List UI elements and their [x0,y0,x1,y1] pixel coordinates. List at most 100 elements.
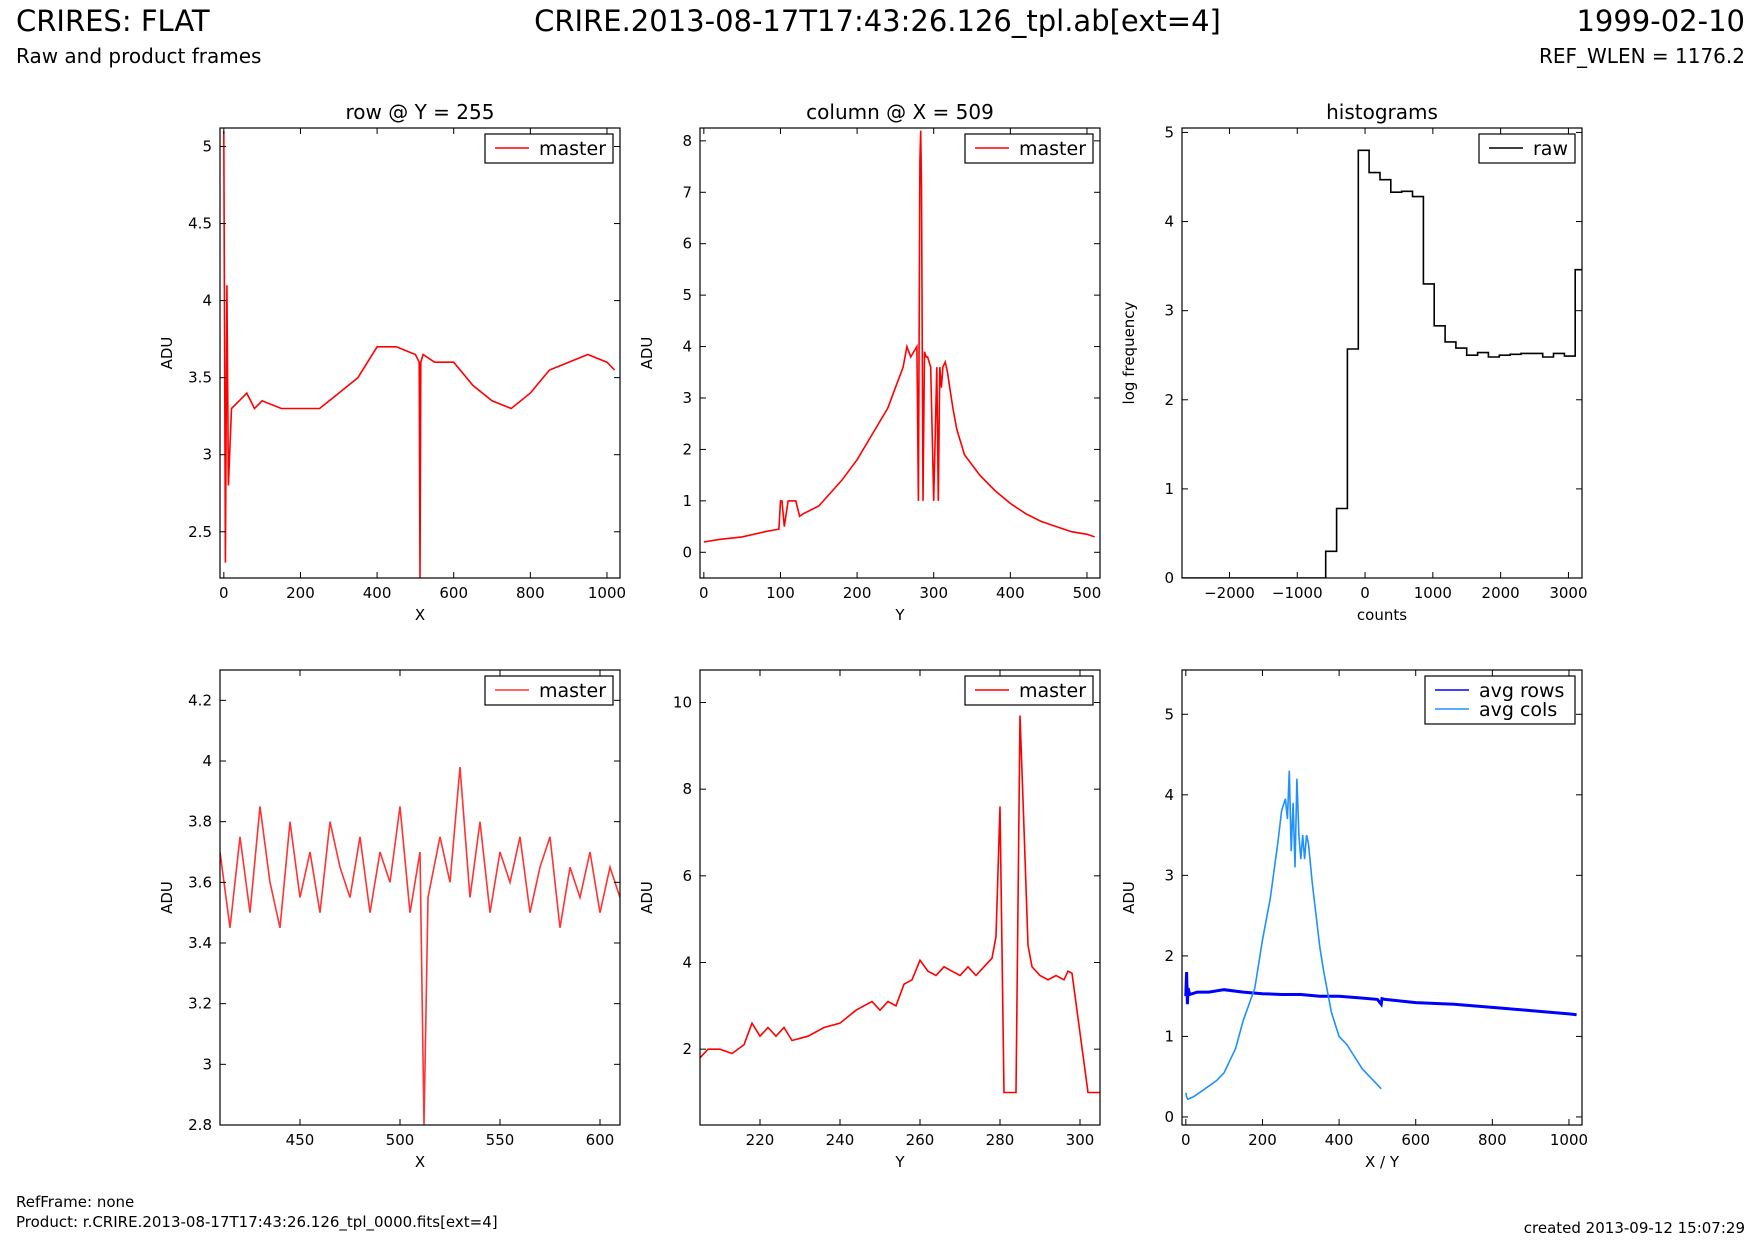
series-line-raw [1182,149,1582,578]
x-tick-label: 500 [386,1131,415,1149]
y-tick-label: 6 [682,235,692,253]
plot-frame [1181,127,1583,579]
ref-frame-label: RefFrame: none [16,1193,135,1211]
legend-label: avg rows [1479,680,1564,702]
x-tick-label: 200 [1248,1131,1277,1149]
y-tick-label: 2 [1164,947,1174,965]
chart-panel-row_full: 0 200 400 600 800 1000 2.5 3 3.5 4 4.5 5 row @ Y = 2… [158,100,626,624]
y-tick-label: 3 [682,389,692,407]
series-line-master [700,715,1100,1094]
x-tick-label: 600 [586,1131,615,1149]
x-tick-label: 400 [363,584,392,602]
y-axis-label: ADU [638,881,656,914]
y-tick-label: 3 [202,1055,212,1073]
x-tick-label: 280 [986,1131,1015,1149]
y-tick-label: 1 [1164,480,1174,498]
plot-frame [699,127,1101,579]
y-tick-label: 6 [682,867,692,885]
x-axis-label: X [415,1153,425,1171]
x-tick-label: 1000 [1414,584,1452,602]
x-tick-label: 300 [1066,1131,1095,1149]
x-tick-label: 800 [516,584,545,602]
legend-box [1424,675,1576,725]
y-tick-label: 2.5 [188,523,212,541]
x-tick-label: 100 [766,584,795,602]
x-tick-label: 0 [699,584,709,602]
y-tick-label: 2.8 [188,1116,212,1134]
page-subtitle: Raw and product frames [16,44,262,68]
y-tick-label: 4 [202,752,212,770]
y-tick-label: 4 [1164,213,1174,231]
x-tick-label: 0 [1360,584,1370,602]
x-tick-label: 0 [1181,1131,1191,1149]
legend-label: raw [1533,138,1568,160]
chart-title: column @ X = 509 [806,100,994,124]
x-tick-label: 260 [906,1131,935,1149]
plot-frame [699,669,1101,1126]
y-tick-label: 3 [1164,302,1174,320]
page-title: CRIRES: FLAT [16,4,210,38]
chart-panel-row_zoom: 450 500 550 600 2.8 3 3.2 3.4 3.6 3.8 4 4.2 X ADU mast… [158,669,621,1171]
series-line-master [703,130,1095,543]
legend: master [964,675,1094,706]
x-axis-label: counts [1357,606,1407,624]
plot-frame [1181,669,1583,1126]
y-tick-label: 4 [682,338,692,356]
y-axis-label: log frequency [1120,301,1138,404]
x-tick-label: 550 [486,1131,515,1149]
y-tick-label: 3.4 [188,934,212,952]
y-tick-label: 3 [202,446,212,464]
x-tick-label: 800 [1478,1131,1507,1149]
y-tick-label: 10 [673,694,692,712]
y-tick-label: 5 [1164,123,1174,141]
chart-title: row @ Y = 255 [346,100,495,124]
y-axis-label: ADU [158,881,176,914]
x-tick-label: 3000 [1549,584,1587,602]
x-tick-label: −1000 [1272,584,1323,602]
y-axis-label: ADU [158,337,176,370]
legend: raw [1478,133,1576,164]
y-tick-label: 3.6 [188,873,212,891]
y-axis-label: ADU [638,337,656,370]
x-tick-label: 600 [439,584,468,602]
legend-label: master [1019,680,1086,702]
x-tick-label: 1000 [588,584,626,602]
legend: master [484,133,614,164]
legend-label: avg cols [1479,699,1557,721]
created-label: created 2013-09-12 15:07:29 [1523,1219,1745,1237]
x-tick-label: 500 [1073,584,1102,602]
y-tick-label: 3.2 [188,995,212,1013]
y-tick-label: 3.8 [188,813,212,831]
y-tick-label: 3 [1164,866,1174,884]
legend-label: master [1019,138,1086,160]
y-tick-label: 1 [682,492,692,510]
y-axis-label: ADU [1120,881,1138,914]
x-tick-label: 0 [219,584,229,602]
y-tick-label: 5 [682,286,692,304]
y-tick-label: 0 [1164,1108,1174,1126]
x-tick-label: 300 [919,584,948,602]
y-tick-label: 8 [682,780,692,798]
legend: master [964,133,1094,164]
chart-panel-column_full: 0 100 200 300 400 500 0 1 2 3 4 5 6 7 8 column @ X = 50… [638,100,1101,624]
y-tick-label: 5 [202,137,212,155]
legend: master [484,675,614,706]
y-tick-label: 4 [202,292,212,310]
y-tick-label: 0 [1164,569,1174,587]
x-tick-label: −2000 [1204,584,1255,602]
y-tick-label: 2 [1164,391,1174,409]
y-tick-label: 2 [682,1040,692,1058]
chart-title: histograms [1326,100,1438,124]
x-tick-label: 450 [286,1131,315,1149]
x-axis-label: X / Y [1365,1153,1400,1171]
product-label: Product: r.CRIRE.2013-08-17T17:43:26.126… [16,1213,498,1231]
series-line-avg-cols [1185,770,1382,1101]
x-tick-label: 400 [1325,1131,1354,1149]
y-tick-label: 1 [1164,1027,1174,1045]
y-tick-label: 8 [682,132,692,150]
y-tick-label: 4 [1164,786,1174,804]
plot-frame [219,127,621,579]
y-tick-label: 4 [682,954,692,972]
